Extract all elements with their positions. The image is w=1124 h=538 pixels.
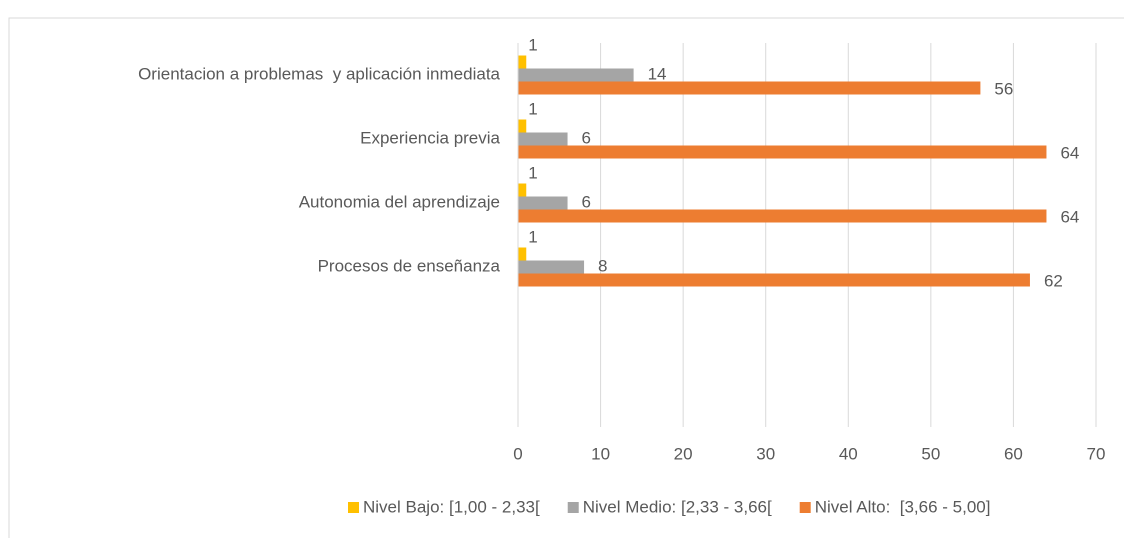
y-tick-label: Experiencia previa (360, 128, 500, 147)
data-label: 64 (1060, 143, 1079, 162)
legend-swatch (799, 502, 811, 513)
data-label: 1 (528, 99, 537, 118)
bar (518, 55, 527, 69)
data-label: 1 (528, 35, 537, 54)
data-label: 1 (528, 163, 537, 182)
data-label: 6 (582, 128, 591, 147)
legend-swatch (348, 502, 359, 513)
y-tick-label: Procesos de enseñanza (318, 256, 501, 275)
bar (518, 68, 634, 82)
x-tick-label: 10 (591, 444, 610, 463)
x-tick-label: 70 (1087, 444, 1106, 463)
bar (518, 247, 527, 261)
legend-label: Nivel Alto: [3,66 - 5,00] (815, 497, 991, 516)
data-label: 62 (1044, 271, 1063, 290)
bar (518, 145, 1047, 159)
x-tick-label: 60 (1004, 444, 1023, 463)
x-tick-label: 40 (839, 444, 858, 463)
data-label: 64 (1060, 207, 1079, 226)
y-tick-label: Autonomia del aprendizaje (299, 192, 500, 211)
bar (518, 209, 1047, 223)
x-tick-label: 50 (921, 444, 940, 463)
x-tick-label: 0 (513, 444, 522, 463)
legend-label: Nivel Medio: [2,33 - 3,66[ (583, 497, 772, 516)
data-label: 1 (528, 227, 537, 246)
bar (518, 132, 568, 146)
bar (518, 196, 568, 210)
bar (518, 119, 527, 133)
bar (518, 183, 527, 197)
data-label: 56 (994, 79, 1013, 98)
x-tick-label: 30 (756, 444, 775, 463)
bar (518, 273, 1030, 287)
data-label: 14 (648, 64, 667, 83)
bar (518, 260, 585, 274)
legend-swatch (567, 502, 579, 513)
data-label: 6 (582, 192, 591, 211)
data-label: 8 (598, 256, 607, 275)
y-tick-label: Orientacion a problemas y aplicación inm… (138, 64, 500, 83)
legend-label: Nivel Bajo: [1,00 - 2,33[ (363, 497, 540, 516)
chart-border (8, 17, 1124, 538)
x-tick-label: 20 (674, 444, 693, 463)
bar (518, 81, 981, 95)
